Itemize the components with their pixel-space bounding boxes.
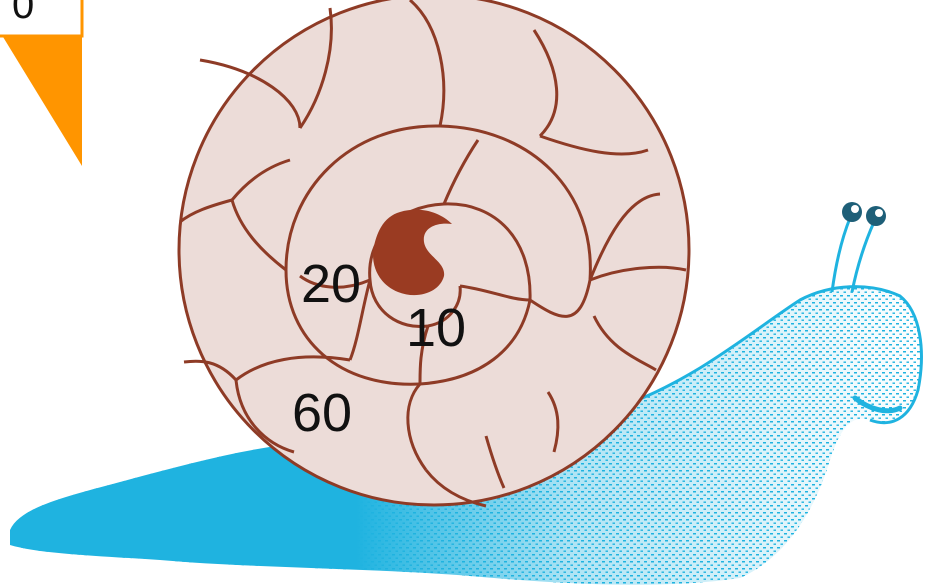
shell-whorl-inner (368, 202, 532, 329)
antenna-left (830, 217, 852, 293)
tag-arrow (0, 32, 82, 166)
body-outline (559, 285, 923, 425)
antennae (830, 202, 886, 293)
antenna-right (850, 221, 876, 293)
tag-label: 0 (12, 0, 34, 27)
shell-number-60: 60 (292, 383, 352, 443)
shell-chambers (179, 0, 687, 508)
shell-number-20: 20 (301, 254, 361, 314)
shell-whorl-outer (284, 124, 592, 386)
snail-shell: 20 10 60 (177, 0, 691, 508)
shell-center-spot (373, 209, 452, 296)
shell-outline (177, 0, 691, 507)
eye-right-highlight (875, 209, 883, 217)
mouth (852, 395, 903, 414)
tag-box (0, 0, 84, 38)
eye-right-icon (866, 206, 886, 226)
shell-number-10: 10 (406, 298, 466, 358)
eye-left-highlight (851, 205, 859, 213)
eye-left-icon (842, 202, 862, 222)
tag: 0 (0, 0, 84, 166)
